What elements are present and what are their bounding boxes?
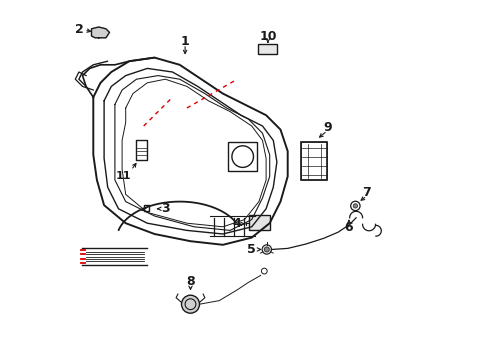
Text: 9: 9 <box>323 121 331 134</box>
Text: 8: 8 <box>186 275 194 288</box>
Polygon shape <box>91 27 109 38</box>
Circle shape <box>352 204 357 208</box>
Bar <box>228 142 257 171</box>
Text: 1: 1 <box>181 35 189 48</box>
Text: 11: 11 <box>116 171 131 181</box>
Text: 10: 10 <box>259 30 276 42</box>
Text: 5: 5 <box>247 243 256 256</box>
Text: 2: 2 <box>74 23 83 36</box>
Text: 6: 6 <box>344 221 352 234</box>
Circle shape <box>262 245 271 254</box>
Bar <box>248 215 270 230</box>
Circle shape <box>264 247 269 252</box>
Text: 3: 3 <box>161 202 169 215</box>
Text: 4: 4 <box>232 217 241 230</box>
Bar <box>301 142 326 180</box>
Text: 7: 7 <box>362 186 370 199</box>
Circle shape <box>181 295 199 313</box>
FancyBboxPatch shape <box>258 44 276 54</box>
